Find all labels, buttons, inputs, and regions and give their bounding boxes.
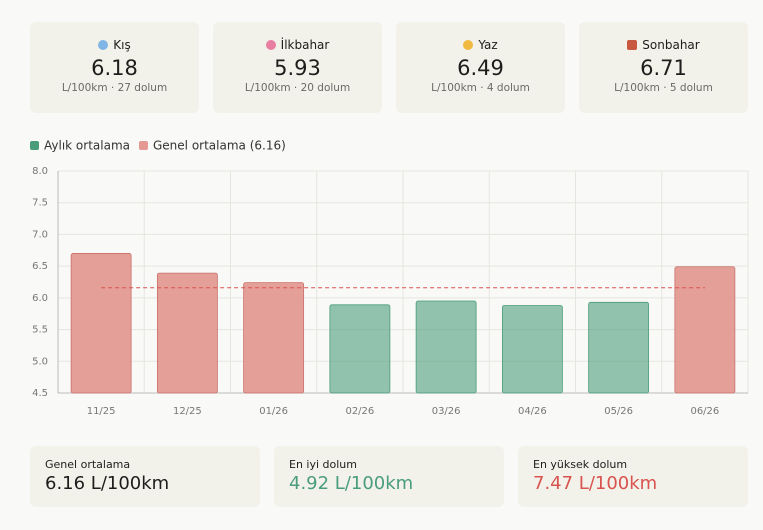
season-name: Kış	[113, 38, 131, 52]
bar	[156, 272, 218, 394]
season-detail: L/100km · 20 dolum	[244, 82, 351, 94]
bar	[243, 282, 305, 394]
legend-label: Genel ortalama (6.16)	[153, 139, 286, 153]
stat-label: En iyi dolum	[289, 458, 357, 471]
stat-value: 4.92 L/100km	[289, 473, 414, 494]
x-tick-label: 03/26	[432, 406, 461, 417]
x-tick-label: 02/26	[345, 406, 374, 417]
bar	[674, 266, 736, 394]
y-tick-label: 7.0	[32, 229, 48, 240]
stat-label: En yüksek dolum	[533, 458, 628, 471]
season-value: 6.71	[640, 56, 687, 80]
x-tick-label: 05/26	[604, 406, 633, 417]
stat-card: En iyi dolum 4.92 L/100km	[274, 446, 504, 507]
y-tick-label: 6.0	[32, 293, 48, 304]
legend-label: Aylık ortalama	[44, 139, 130, 153]
season-name: İlkbahar	[280, 38, 330, 52]
x-tick-label: 06/26	[690, 406, 719, 417]
season-name: Yaz	[478, 38, 498, 52]
season-detail: L/100km · 27 dolum	[61, 82, 168, 94]
x-tick-label: 11/25	[87, 406, 116, 417]
stat-label: Genel ortalama	[45, 458, 131, 471]
stat-value: 6.16 L/100km	[45, 473, 170, 494]
legend-swatch	[139, 141, 148, 150]
season-value: 6.49	[457, 56, 504, 80]
legend-swatch	[30, 141, 39, 150]
x-tick-label: 04/26	[518, 406, 547, 417]
stat-value: 7.47 L/100km	[533, 473, 658, 494]
bar	[415, 300, 477, 394]
stat-card: En yüksek dolum 7.47 L/100km	[518, 446, 748, 507]
season-detail: L/100km · 5 dolum	[614, 82, 713, 94]
stat-card: Genel ortalama 6.16 L/100km	[30, 446, 260, 507]
season-detail: L/100km · 4 dolum	[431, 82, 530, 94]
season-name: Sonbahar	[642, 38, 700, 52]
y-tick-label: 6.5	[32, 261, 48, 272]
season-value: 5.93	[274, 56, 321, 80]
season-card: Sonbahar 6.71 L/100km · 5 dolum	[579, 22, 748, 113]
y-tick-label: 5.0	[32, 356, 48, 367]
bar	[501, 305, 563, 394]
x-tick-label: 01/26	[259, 406, 288, 417]
y-tick-label: 7.5	[32, 198, 48, 209]
chart: Aylık ortalama Genel ortalama (6.16) 4.5 5.…	[30, 139, 749, 417]
y-tick-label: 5.5	[32, 325, 48, 336]
season-card: İlkbahar 5.93 L/100km · 20 dolum	[213, 22, 382, 113]
x-tick-label: 12/25	[173, 406, 202, 417]
y-tick-label: 4.5	[32, 388, 48, 399]
bar	[588, 301, 650, 394]
season-value: 6.18	[91, 56, 138, 80]
bar	[329, 304, 391, 394]
y-tick-label: 8.0	[32, 166, 48, 177]
season-card: Yaz 6.49 L/100km · 4 dolum	[396, 22, 565, 113]
season-card: Kış 6.18 L/100km · 27 dolum	[30, 22, 199, 113]
bar	[70, 253, 132, 394]
